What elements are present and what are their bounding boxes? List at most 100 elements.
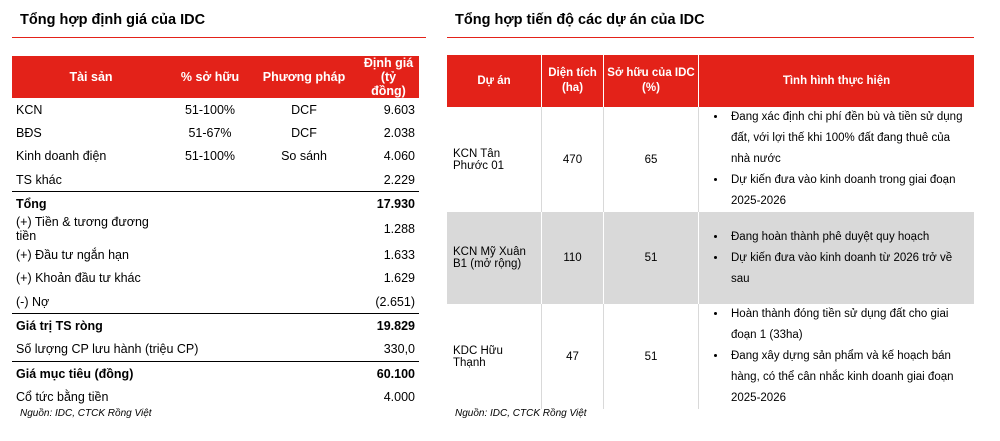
table-row: (+) Khoản đầu tư khác 1.629: [12, 267, 419, 290]
valuation-source: Nguồn: IDC, CTCK Rồng Việt: [20, 408, 152, 419]
value-cell: 2.229: [383, 172, 415, 187]
asset-cell: (+) Tiền & tương đương tiền: [16, 215, 149, 244]
net-asset-row: Giá trị TS ròng 19.829: [12, 313, 419, 338]
status-item: Dự kiến đưa vào kinh doanh từ 2026 trở v…: [727, 248, 968, 290]
ownership-cell: 65: [603, 107, 699, 212]
method-cell: [250, 290, 358, 314]
target-price-row: Giá mục tiêu (đồng) 60.100: [12, 360, 419, 386]
ownership-cell: [170, 290, 250, 314]
asset-cell: (-) Nợ: [16, 294, 50, 309]
table-row: Số lượng CP lưu hành (triệu CP) 330,0: [12, 338, 419, 362]
value-cell: 9.603: [383, 102, 415, 117]
status-item: Đang hoàn thành phê duyệt quy hoạch: [727, 227, 968, 248]
value-cell: 60.100: [358, 360, 419, 386]
valuation-title: Tổng hợp định giá của IDC: [20, 12, 206, 28]
value-cell: 1.629: [383, 271, 415, 286]
table-row: (-) Nợ (2.651): [12, 290, 419, 314]
header-area: Diện tích (ha): [541, 55, 604, 107]
project-cell: KDC Hữu Thạnh: [447, 304, 542, 409]
ownership-cell: [170, 168, 250, 192]
status-item: Đang xác định chi phí đền bù và tiền sử …: [727, 107, 968, 170]
asset-cell: Giá mục tiêu (đồng): [12, 360, 170, 386]
area-cell: 110: [541, 212, 604, 304]
total-row: Tổng 17.930: [12, 191, 419, 216]
asset-cell: Số lượng CP lưu hành (triệu CP): [16, 342, 199, 357]
header-status: Tình hình thực hiện: [698, 55, 974, 107]
ownership-cell: [170, 243, 250, 266]
asset-cell: Kinh doanh điện: [16, 149, 107, 164]
table-row: BĐS 51-67% DCF 2.038: [12, 121, 419, 144]
progress-header-row: Dự án Diện tích (ha) Sở hữu của IDC (%) …: [447, 55, 974, 107]
progress-panel: Tổng hợp tiến độ các dự án của IDC Dự án…: [447, 0, 974, 409]
value-cell: 17.930: [358, 191, 419, 216]
value-cell: 330,0: [383, 342, 415, 357]
method-cell: [250, 215, 358, 243]
asset-cell: BĐS: [16, 125, 42, 140]
table-row: (+) Đầu tư ngắn hạn 1.633: [12, 243, 419, 266]
asset-cell: Tổng: [12, 191, 170, 216]
header-ownership: % sở hữu: [170, 56, 250, 98]
asset-cell: (+) Đầu tư ngắn hạn: [16, 248, 129, 263]
table-row: Kinh doanh điện 51-100% So sánh 4.060: [12, 145, 419, 168]
valuation-panel: Tổng hợp định giá của IDC Tài sản % sở h…: [12, 0, 426, 409]
value-cell: 1.288: [383, 222, 415, 237]
status-cell: Đang xác định chi phí đền bù và tiền sử …: [699, 107, 975, 212]
header-asset: Tài sản: [12, 56, 170, 98]
asset-cell: TS khác: [16, 172, 62, 187]
progress-source: Nguồn: IDC, CTCK Rồng Việt: [455, 408, 587, 419]
status-item: Dự kiến đưa vào kinh doanh trong giai đo…: [727, 170, 968, 212]
value-cell: 1.633: [383, 248, 415, 263]
ownership-cell: [170, 313, 250, 338]
table-row: KCN Mỹ Xuân B1 (mở rộng) 110 51 Đang hoà…: [447, 212, 974, 304]
ownership-cell: [170, 385, 250, 408]
ownership-cell: [170, 360, 250, 386]
ownership-cell: [170, 191, 250, 216]
table-row: KCN Tân Phước 01 470 65 Đang xác định ch…: [447, 107, 974, 212]
asset-cell: KCN: [16, 102, 43, 117]
method-cell: [250, 191, 358, 216]
progress-title: Tổng hợp tiến độ các dự án của IDC: [455, 12, 705, 28]
area-cell: 470: [541, 107, 604, 212]
value-cell: 19.829: [358, 313, 419, 338]
method-cell: So sánh: [281, 149, 327, 164]
valuation-title-rule: [12, 37, 426, 38]
table-row: KDC Hữu Thạnh 47 51 Hoàn thành đóng tiền…: [447, 304, 974, 409]
header-method: Phương pháp: [250, 56, 358, 98]
value-cell: (2.651): [375, 294, 415, 309]
method-cell: [250, 168, 358, 192]
method-cell: DCF: [291, 102, 317, 117]
method-cell: [250, 243, 358, 266]
asset-cell: (+) Khoản đầu tư khác: [16, 271, 141, 286]
value-cell: 2.038: [383, 125, 415, 140]
progress-title-rule: [447, 37, 974, 38]
ownership-cell: 51-100%: [184, 149, 236, 164]
table-row: TS khác 2.229: [12, 168, 419, 192]
status-item: Đang xây dựng sản phẩm và kế hoạch bán h…: [727, 346, 968, 409]
method-cell: [250, 267, 358, 290]
status-cell: Đang hoàn thành phê duyệt quy hoạch Dự k…: [698, 212, 974, 304]
valuation-header-row: Tài sản % sở hữu Phương pháp Định giá (t…: [12, 56, 419, 98]
value-cell: 4.060: [383, 149, 415, 164]
method-cell: [250, 360, 358, 386]
asset-cell: Cổ tức bằng tiền: [16, 389, 109, 404]
ownership-cell: [170, 267, 250, 290]
status-cell: Hoàn thành đóng tiền sử dụng đất cho gia…: [699, 304, 975, 409]
table-row: Cổ tức bằng tiền 4.000: [12, 385, 419, 408]
table-row: KCN 51-100% DCF 9.603: [12, 98, 419, 121]
header-idc-ownership: Sở hữu của IDC (%): [603, 55, 699, 107]
valuation-table: Tài sản % sở hữu Phương pháp Định giá (t…: [12, 56, 419, 409]
status-list: Đang xác định chi phí đền bù và tiền sử …: [705, 107, 968, 212]
project-cell: KCN Mỹ Xuân B1 (mở rộng): [447, 212, 542, 304]
method-cell: [250, 313, 358, 338]
asset-cell: Giá trị TS ròng: [12, 313, 170, 338]
area-cell: 47: [541, 304, 604, 409]
method-cell: [250, 385, 358, 408]
project-cell: KCN Tân Phước 01: [447, 107, 542, 212]
method-cell: DCF: [291, 125, 317, 140]
status-list: Hoàn thành đóng tiền sử dụng đất cho gia…: [705, 304, 968, 409]
header-valuation: Định giá (tỷ đồng): [358, 56, 419, 98]
status-item: Hoàn thành đóng tiền sử dụng đất cho gia…: [727, 304, 968, 346]
ownership-cell: 51-100%: [184, 102, 236, 117]
ownership-cell: 51: [603, 212, 699, 304]
header-project: Dự án: [447, 55, 542, 107]
